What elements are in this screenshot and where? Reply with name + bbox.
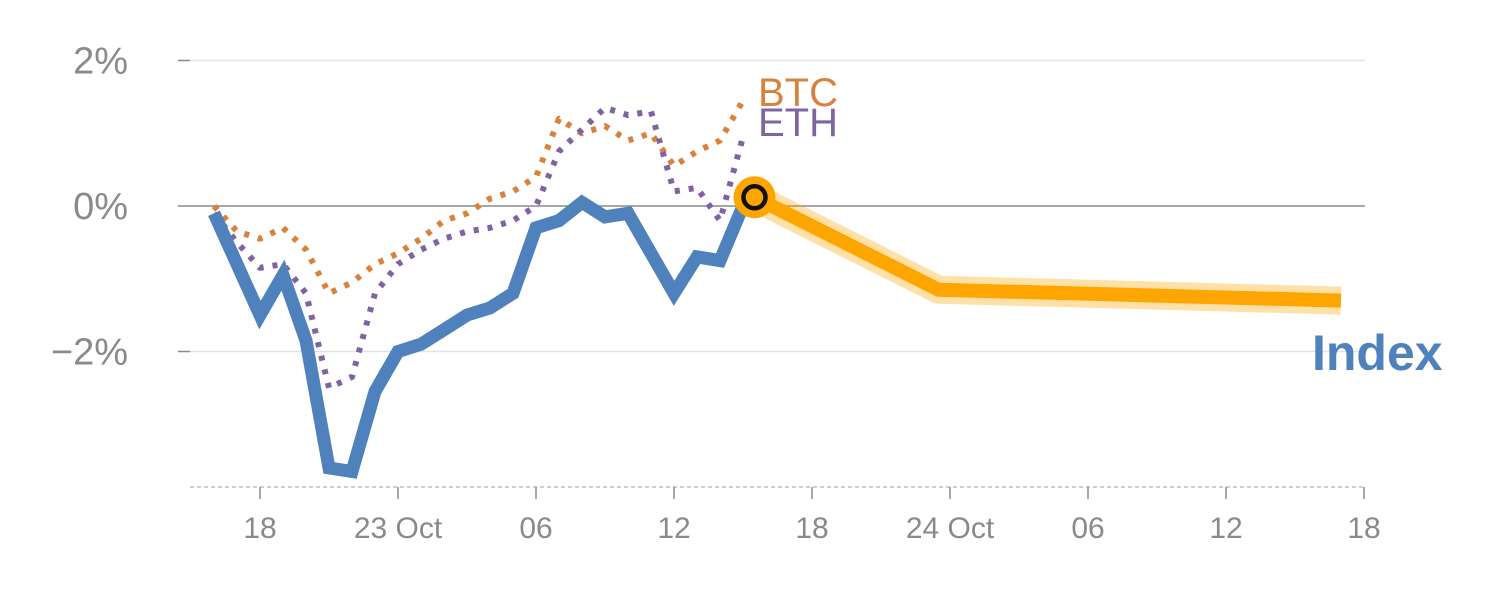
y-tick-label: 0% xyxy=(73,186,128,228)
x-tick-label: 06 xyxy=(1071,512,1104,545)
series-label-btc: BTC xyxy=(758,71,838,115)
x-tick-label: 18 xyxy=(243,512,276,545)
series-btc xyxy=(211,99,746,297)
y-tick-label: −2% xyxy=(51,332,128,374)
x-axis: 18 23 Oct 06 12 18 24 Oct 06 12 18 xyxy=(190,486,1381,545)
x-tick-label: 23 Oct xyxy=(354,512,443,545)
series-layer xyxy=(208,99,1342,479)
y-tick-label: 2% xyxy=(73,41,128,83)
x-tick-label: 06 xyxy=(519,512,552,545)
series-forecast-line xyxy=(751,191,1342,308)
x-tick-label: 18 xyxy=(795,512,828,545)
x-tick-label: 24 Oct xyxy=(906,512,995,545)
x-tick-label: 12 xyxy=(1209,512,1242,545)
series-forecast xyxy=(748,184,1342,315)
current-point-marker xyxy=(741,184,768,211)
x-tick-label: 18 xyxy=(1347,512,1380,545)
x-tick-label: 12 xyxy=(657,512,690,545)
series-label-index: Index xyxy=(1312,325,1443,381)
series-index xyxy=(208,194,749,479)
series-eth xyxy=(211,104,746,391)
series-label-eth: ETH xyxy=(758,101,838,145)
y-axis: 2% 0% −2% xyxy=(51,41,190,374)
series-labels: BTC ETH Index xyxy=(758,71,1443,381)
